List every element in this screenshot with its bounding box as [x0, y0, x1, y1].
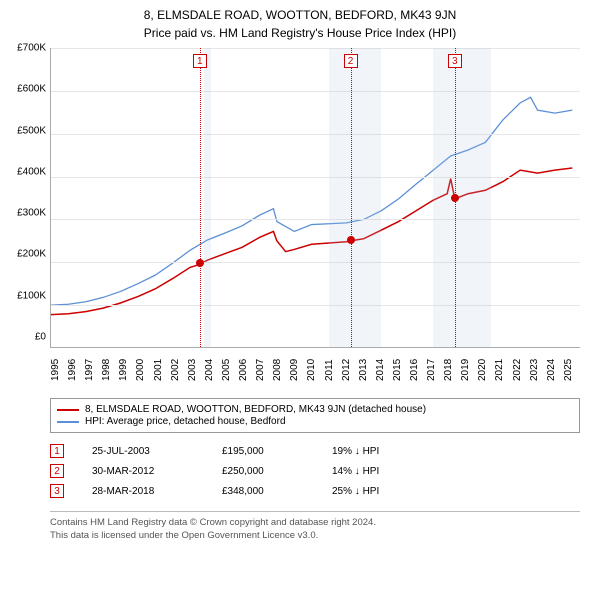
marker-label: 1	[193, 54, 207, 68]
sales-row: 1 25-JUL-2003£195,00019% ↓ HPI	[50, 441, 580, 461]
y-tick-label: £700K	[10, 43, 46, 54]
title-block: 8, ELMSDALE ROAD, WOOTTON, BEDFORD, MK43…	[10, 8, 590, 40]
sales-table: 1 25-JUL-2003£195,00019% ↓ HPI 2 30-MAR-201…	[50, 441, 580, 501]
sale-date: 25-JUL-2003	[92, 446, 222, 457]
chart-container: 8, ELMSDALE ROAD, WOOTTON, BEDFORD, MK43…	[0, 0, 600, 551]
x-tick-label: 2016	[409, 352, 426, 388]
sale-dot	[196, 259, 204, 267]
marker-vline	[351, 48, 352, 347]
x-tick-label: 2001	[153, 352, 170, 388]
sale-diff: 19% ↓ HPI	[332, 446, 580, 457]
chart-wrap: £700K£600K£500K£400K£300K£200K£100K£0 12…	[10, 48, 590, 348]
x-tick-label: 2000	[135, 352, 152, 388]
x-tick-label: 1995	[50, 352, 67, 388]
gridline	[51, 134, 580, 135]
y-tick-label: £500K	[10, 125, 46, 136]
x-tick-label: 2010	[306, 352, 323, 388]
legend-label: 8, ELMSDALE ROAD, WOOTTON, BEDFORD, MK43…	[85, 404, 426, 415]
footer-line1: Contains HM Land Registry data © Crown c…	[50, 517, 580, 530]
y-axis: £700K£600K£500K£400K£300K£200K£100K£0	[10, 48, 50, 348]
x-tick-label: 2002	[170, 352, 187, 388]
x-tick-label: 2009	[289, 352, 306, 388]
plot-area: 1 2 3	[50, 48, 580, 348]
legend-label: HPI: Average price, detached house, Bedf…	[85, 416, 286, 427]
x-tick-label: 2014	[375, 352, 392, 388]
x-tick-label: 2023	[529, 352, 546, 388]
x-tick-label: 2022	[512, 352, 529, 388]
shaded-range	[204, 48, 211, 347]
x-tick-label: 2020	[477, 352, 494, 388]
y-tick-label: £100K	[10, 290, 46, 301]
x-tick-label: 2017	[426, 352, 443, 388]
gridline	[51, 262, 580, 263]
gridline	[51, 177, 580, 178]
sale-price: £348,000	[222, 486, 332, 497]
legend-item: 8, ELMSDALE ROAD, WOOTTON, BEDFORD, MK43…	[57, 404, 573, 415]
x-axis: 1995199619971998199920002001200220032004…	[50, 352, 580, 388]
sales-row: 2 30-MAR-2012£250,00014% ↓ HPI	[50, 461, 580, 481]
sale-dot	[451, 194, 459, 202]
footer-line2: This data is licensed under the Open Gov…	[50, 530, 580, 543]
gridline	[51, 91, 580, 92]
shaded-range	[433, 48, 490, 347]
x-tick-label: 2018	[443, 352, 460, 388]
line-chart-svg	[51, 48, 581, 348]
sale-diff: 14% ↓ HPI	[332, 466, 580, 477]
y-tick-label: £300K	[10, 208, 46, 219]
sale-diff: 25% ↓ HPI	[332, 486, 580, 497]
x-tick-label: 2006	[238, 352, 255, 388]
shaded-range	[329, 48, 381, 347]
x-tick-label: 2015	[392, 352, 409, 388]
legend-swatch	[57, 409, 79, 411]
sale-number-box: 3	[50, 484, 64, 498]
x-tick-label: 2003	[187, 352, 204, 388]
sale-number-box: 2	[50, 464, 64, 478]
x-tick-label: 2012	[341, 352, 358, 388]
title-subtitle: Price paid vs. HM Land Registry's House …	[10, 26, 590, 40]
legend-item: HPI: Average price, detached house, Bedf…	[57, 416, 573, 427]
marker-label: 2	[344, 54, 358, 68]
x-tick-label: 2011	[324, 352, 341, 388]
x-tick-label: 1998	[101, 352, 118, 388]
sale-date: 28-MAR-2018	[92, 486, 222, 497]
y-tick-label: £200K	[10, 249, 46, 260]
x-tick-label: 1997	[84, 352, 101, 388]
sale-price: £250,000	[222, 466, 332, 477]
x-tick-label: 2004	[204, 352, 221, 388]
legend: 8, ELMSDALE ROAD, WOOTTON, BEDFORD, MK43…	[50, 398, 580, 433]
x-tick-label: 1999	[118, 352, 135, 388]
x-tick-label: 1996	[67, 352, 84, 388]
gridline	[51, 48, 580, 49]
y-tick-label: £0	[10, 331, 46, 342]
sale-date: 30-MAR-2012	[92, 466, 222, 477]
footer: Contains HM Land Registry data © Crown c…	[50, 511, 580, 543]
x-tick-label: 2021	[494, 352, 511, 388]
sale-number-box: 1	[50, 444, 64, 458]
x-tick-label: 2013	[358, 352, 375, 388]
gridline	[51, 305, 580, 306]
sales-row: 3 28-MAR-2018£348,00025% ↓ HPI	[50, 481, 580, 501]
x-tick-label: 2008	[272, 352, 289, 388]
x-tick-label: 2025	[563, 352, 580, 388]
series-price_paid	[51, 168, 572, 315]
y-tick-label: £400K	[10, 166, 46, 177]
legend-swatch	[57, 421, 79, 423]
x-tick-label: 2007	[255, 352, 272, 388]
x-tick-label: 2024	[546, 352, 563, 388]
sale-dot	[347, 236, 355, 244]
gridline	[51, 219, 580, 220]
y-tick-label: £600K	[10, 84, 46, 95]
series-hpi	[51, 97, 572, 305]
x-tick-label: 2005	[221, 352, 238, 388]
title-address: 8, ELMSDALE ROAD, WOOTTON, BEDFORD, MK43…	[10, 8, 590, 22]
marker-label: 3	[448, 54, 462, 68]
x-tick-label: 2019	[460, 352, 477, 388]
marker-vline	[200, 48, 201, 347]
sale-price: £195,000	[222, 446, 332, 457]
